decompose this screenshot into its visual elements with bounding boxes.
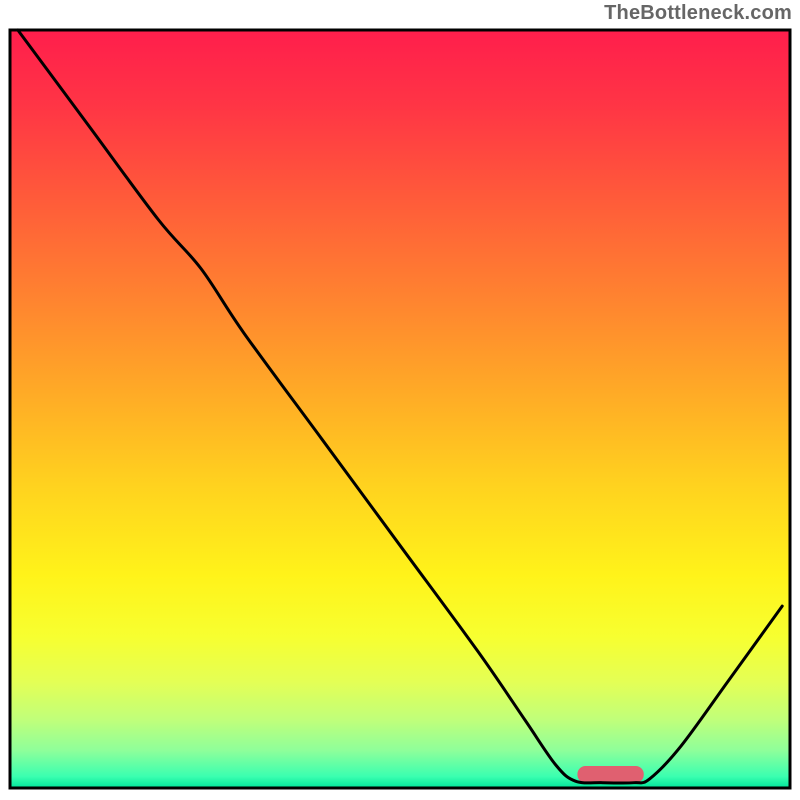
chart-container: TheBottleneck.com	[0, 0, 800, 800]
bottleneck-chart	[0, 0, 800, 800]
optimal-range-marker	[577, 766, 643, 783]
watermark-text: TheBottleneck.com	[604, 2, 792, 25]
plot-area	[10, 30, 790, 788]
